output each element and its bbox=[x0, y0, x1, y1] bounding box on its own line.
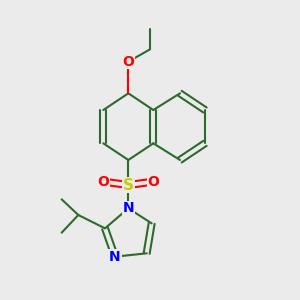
Text: S: S bbox=[123, 178, 134, 193]
Text: O: O bbox=[98, 175, 109, 189]
Text: N: N bbox=[109, 250, 121, 264]
Text: N: N bbox=[122, 201, 134, 215]
Text: O: O bbox=[147, 175, 159, 189]
Text: O: O bbox=[122, 55, 134, 69]
